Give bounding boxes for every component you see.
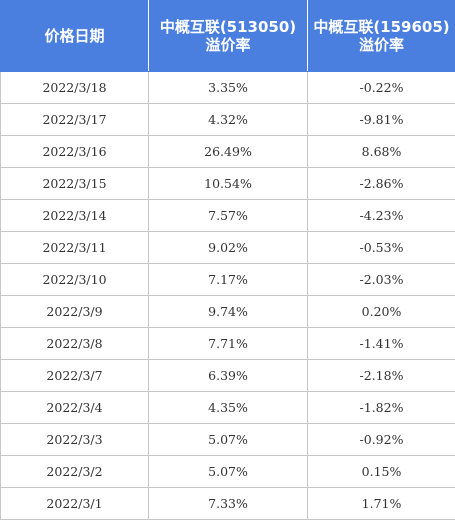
premium-159605-cell: -1.41%	[307, 327, 455, 360]
premium-159605-cell: -0.53%	[307, 231, 455, 264]
header-159605-fund: 中概互联(159605)	[313, 18, 450, 36]
date-cell: 2022/3/4	[0, 391, 149, 424]
premium-513050-cell: 3.35%	[148, 71, 308, 104]
premium-513050-cell: 7.57%	[148, 199, 308, 232]
header-159605-metric: 溢价率	[358, 36, 404, 54]
date-cell: 2022/3/1	[0, 487, 149, 520]
premium-159605-cell: 0.20%	[307, 295, 455, 328]
premium-159605-cell: -4.23%	[307, 199, 455, 232]
table-row: 2022/3/18 3.35% -0.22%	[0, 71, 455, 104]
date-cell: 2022/3/14	[0, 199, 149, 232]
premium-513050-cell: 5.07%	[148, 455, 308, 488]
premium-513050-cell: 6.39%	[148, 359, 308, 392]
premium-513050-cell: 26.49%	[148, 135, 308, 168]
table-row: 2022/3/3 5.07% -0.92%	[0, 423, 455, 456]
premium-513050-cell: 9.74%	[148, 295, 308, 328]
table-row: 2022/3/16 26.49% 8.68%	[0, 135, 455, 168]
header-premium-513050: 中概互联(513050) 溢价率	[148, 0, 308, 72]
date-cell: 2022/3/10	[0, 263, 149, 296]
header-row: 价格日期 中概互联(513050) 溢价率 中概互联(159605) 溢价率	[0, 0, 455, 72]
date-cell: 2022/3/7	[0, 359, 149, 392]
table-row: 2022/3/14 7.57% -4.23%	[0, 199, 455, 232]
date-cell: 2022/3/11	[0, 231, 149, 264]
table-row: 2022/3/11 9.02% -0.53%	[0, 231, 455, 264]
table-header: 价格日期 中概互联(513050) 溢价率 中概互联(159605) 溢价率	[0, 0, 455, 72]
date-cell: 2022/3/2	[0, 455, 149, 488]
premium-513050-cell: 4.32%	[148, 103, 308, 136]
table-row: 2022/3/8 7.71% -1.41%	[0, 327, 455, 360]
date-cell: 2022/3/17	[0, 103, 149, 136]
premium-159605-cell: 8.68%	[307, 135, 455, 168]
table-row: 2022/3/15 10.54% -2.86%	[0, 167, 455, 200]
premium-513050-cell: 7.71%	[148, 327, 308, 360]
date-cell: 2022/3/16	[0, 135, 149, 168]
premium-159605-cell: -0.22%	[307, 71, 455, 104]
premium-159605-cell: -2.03%	[307, 263, 455, 296]
premium-159605-cell: -1.82%	[307, 391, 455, 424]
premium-table: 价格日期 中概互联(513050) 溢价率 中概互联(159605) 溢价率 2…	[0, 0, 455, 520]
premium-513050-cell: 7.33%	[148, 487, 308, 520]
premium-159605-cell: -9.81%	[307, 103, 455, 136]
premium-513050-cell: 7.17%	[148, 263, 308, 296]
premium-513050-cell: 4.35%	[148, 391, 308, 424]
table-row: 2022/3/4 4.35% -1.82%	[0, 391, 455, 424]
date-cell: 2022/3/9	[0, 295, 149, 328]
date-cell: 2022/3/8	[0, 327, 149, 360]
premium-159605-cell: 1.71%	[307, 487, 455, 520]
table-row: 2022/3/10 7.17% -2.03%	[0, 263, 455, 296]
date-cell: 2022/3/15	[0, 167, 149, 200]
premium-513050-cell: 10.54%	[148, 167, 308, 200]
premium-513050-cell: 9.02%	[148, 231, 308, 264]
premium-159605-cell: 0.15%	[307, 455, 455, 488]
premium-159605-cell: -2.18%	[307, 359, 455, 392]
table-row: 2022/3/17 4.32% -9.81%	[0, 103, 455, 136]
date-cell: 2022/3/18	[0, 71, 149, 104]
table-row: 2022/3/1 7.33% 1.71%	[0, 487, 455, 520]
premium-159605-cell: -0.92%	[307, 423, 455, 456]
header-date: 价格日期	[0, 0, 149, 72]
table-row: 2022/3/2 5.07% 0.15%	[0, 455, 455, 488]
header-premium-159605: 中概互联(159605) 溢价率	[307, 0, 455, 72]
table-body: 2022/3/18 3.35% -0.22% 2022/3/17 4.32% -9.81%…	[0, 71, 455, 520]
table-row: 2022/3/7 6.39% -2.18%	[0, 359, 455, 392]
table-row: 2022/3/9 9.74% 0.20%	[0, 295, 455, 328]
premium-513050-cell: 5.07%	[148, 423, 308, 456]
header-date-label: 价格日期	[44, 27, 105, 45]
date-cell: 2022/3/3	[0, 423, 149, 456]
header-513050-fund: 中概互联(513050)	[159, 18, 297, 36]
header-513050-metric: 溢价率	[205, 36, 251, 54]
premium-159605-cell: -2.86%	[307, 167, 455, 200]
